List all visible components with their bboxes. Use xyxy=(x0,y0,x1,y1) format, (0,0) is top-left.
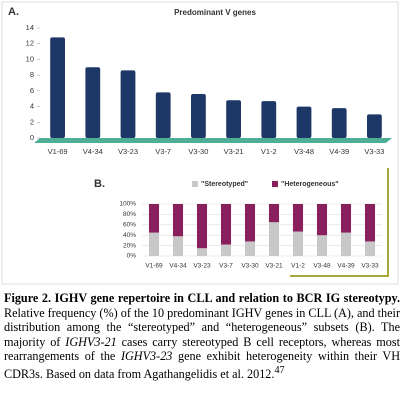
caption-text: gene exhibit heterogeneity within their … xyxy=(4,349,400,382)
bar-segment xyxy=(292,231,304,256)
legend-swatch xyxy=(272,181,278,187)
x-tick-label: V3-23 xyxy=(118,147,138,156)
y-tick-label: 0% xyxy=(127,253,137,260)
bar-segment xyxy=(172,236,184,256)
panel-label: B. xyxy=(94,178,105,190)
bar xyxy=(226,100,241,138)
y-tick-label: 40% xyxy=(123,232,136,239)
caption-gene: IGHV3-21 xyxy=(65,334,117,349)
bar-segment xyxy=(148,204,160,233)
bar-segment xyxy=(316,204,328,236)
y-tick-label: 20% xyxy=(123,242,136,249)
x-tick-label: V3-21 xyxy=(224,147,244,156)
bar xyxy=(261,101,277,138)
x-tick-label: V3-48 xyxy=(294,147,314,156)
bar xyxy=(191,94,206,138)
bar-segment xyxy=(244,204,256,242)
y-tick-label: 6 xyxy=(30,86,34,95)
bar-segment xyxy=(364,204,376,242)
caption-gene: IGHV3-23 xyxy=(120,349,173,364)
bar xyxy=(155,92,171,138)
x-tick-label: V4-34 xyxy=(169,263,187,270)
bar xyxy=(120,70,136,138)
bar-segment xyxy=(268,222,280,256)
bar-segment xyxy=(148,232,160,256)
bar-segment xyxy=(172,204,184,237)
figure: A. Predominant V genes 0 2 4 6 8 10 12 14 V1-69 V4-… xyxy=(1,1,399,285)
bar xyxy=(50,37,65,138)
bar xyxy=(367,114,382,138)
bar-segment xyxy=(364,241,376,256)
bar-segment xyxy=(316,235,328,256)
bar xyxy=(331,108,347,138)
legend-label: "Stereotyped" xyxy=(201,181,248,188)
chart-title: Predominant V genes xyxy=(174,8,256,17)
caption-text: cases carry stereotyped B cell receptors… xyxy=(4,334,400,364)
bar-segment xyxy=(268,204,280,223)
bar-segment xyxy=(220,244,232,256)
legend-swatch xyxy=(192,181,198,187)
figure-frame xyxy=(1,1,399,285)
x-tick-label: V3-7 xyxy=(155,147,171,156)
bar-segment xyxy=(196,248,208,256)
y-tick-label: 4 xyxy=(30,102,34,111)
bar xyxy=(296,106,312,138)
y-tick-label: 2 xyxy=(30,117,34,126)
y-tick-label: 100% xyxy=(119,201,136,208)
x-tick-label: V4-34 xyxy=(83,147,103,156)
x-tick-label: V3-23 xyxy=(193,263,211,270)
y-tick-label: 8 xyxy=(30,70,34,79)
floor xyxy=(34,138,392,143)
x-tick-label: V1-69 xyxy=(48,147,68,156)
x-tick-label: V4-39 xyxy=(337,263,355,270)
bar-segment xyxy=(244,241,256,256)
x-tick-label: V3-33 xyxy=(361,263,379,270)
caption-title: Figure 2. IGHV gene repertoire in CLL an… xyxy=(4,291,400,305)
x-tick-label: V3-30 xyxy=(241,263,259,270)
x-tick-label: V3-30 xyxy=(188,147,208,156)
x-tick-label: V3-7 xyxy=(219,263,233,270)
x-tick-label: V3-48 xyxy=(313,263,331,270)
panel-label: A. xyxy=(8,6,19,18)
legend-label: "Heterogeneous" xyxy=(281,181,339,188)
x-tick-label: V1-2 xyxy=(291,263,305,270)
y-tick-label: 60% xyxy=(123,222,136,229)
y-tick-label: 12 xyxy=(26,39,34,48)
y-tick-label: 0 xyxy=(30,133,34,142)
bar-segment xyxy=(340,232,352,256)
caption-text: Relative frequency (%) of the 10 predomi… xyxy=(4,305,400,349)
y-tick-label: 10 xyxy=(26,54,34,63)
y-tick-label: 14 xyxy=(26,23,34,32)
x-tick-label: V3-33 xyxy=(364,147,384,156)
x-tick-label: V1-69 xyxy=(145,263,163,270)
x-tick-label: V1-2 xyxy=(261,147,277,156)
caption-ref: 47 xyxy=(274,364,285,376)
caption: Figure 2. IGHV gene repertoire in CLL an… xyxy=(4,291,400,382)
y-tick-label: 80% xyxy=(123,211,136,218)
x-tick-label: V4-39 xyxy=(329,147,349,156)
bar-segment xyxy=(340,204,352,233)
bar xyxy=(85,67,101,138)
bar-segment xyxy=(292,204,304,232)
connector xyxy=(290,168,389,277)
bar-segment xyxy=(196,204,208,249)
x-tick-label: V3-21 xyxy=(265,263,283,270)
bar-segment xyxy=(220,204,232,245)
